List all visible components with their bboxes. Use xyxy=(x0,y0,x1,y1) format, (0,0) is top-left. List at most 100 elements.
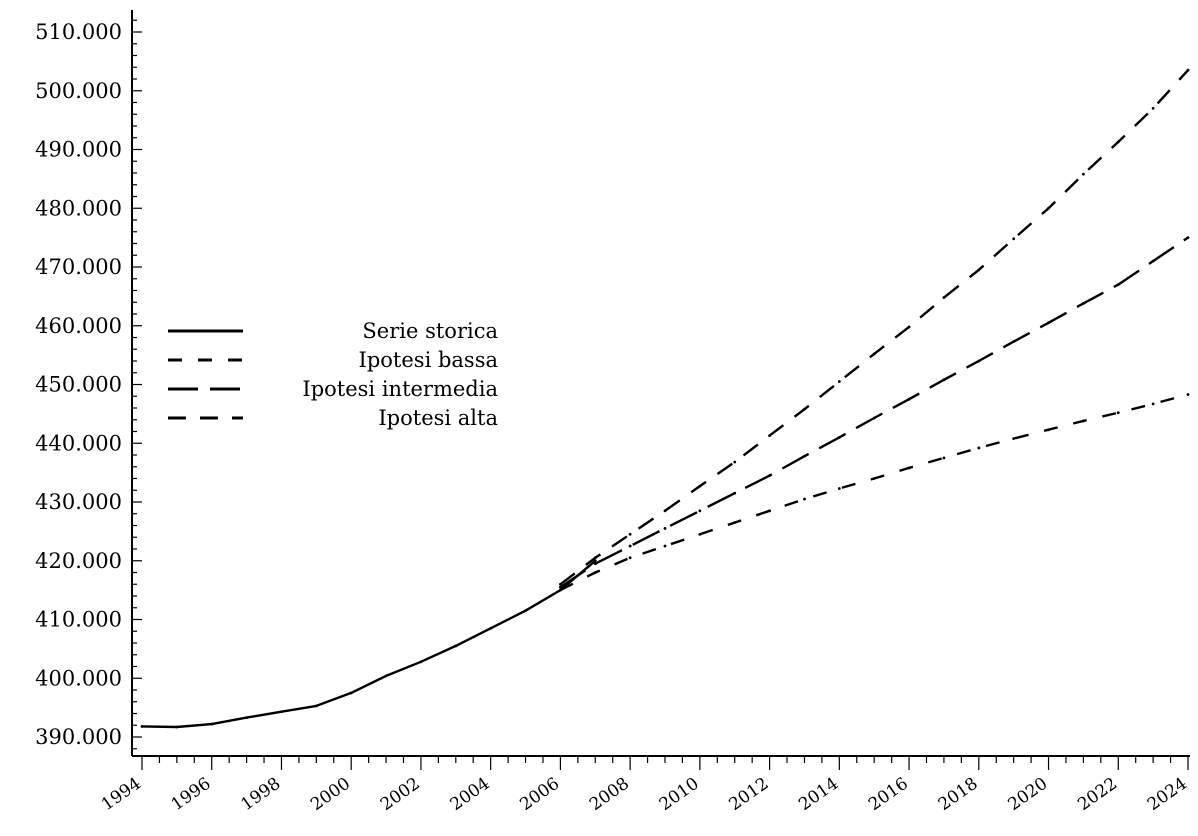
data-point xyxy=(1012,340,1016,344)
data-point xyxy=(628,532,632,536)
data-point xyxy=(349,691,353,695)
data-point xyxy=(628,544,632,548)
x-tick-label: 2016 xyxy=(865,774,912,815)
y-tick-label: 480.000 xyxy=(35,196,122,220)
data-point xyxy=(245,716,249,720)
x-tick-label: 2014 xyxy=(795,774,842,815)
series-3 xyxy=(559,68,1190,586)
data-point xyxy=(1082,172,1085,176)
series-0 xyxy=(140,559,597,729)
data-point xyxy=(1047,321,1050,325)
data-point xyxy=(907,325,911,329)
data-point xyxy=(907,397,911,401)
legend-label: Serie storica xyxy=(362,319,498,343)
data-point xyxy=(1151,259,1155,263)
data-point xyxy=(733,521,737,524)
data-point xyxy=(698,484,702,488)
legend-item: Ipotesi intermedia xyxy=(168,377,498,401)
data-point xyxy=(942,378,946,382)
data-point xyxy=(140,725,144,728)
data-point xyxy=(768,434,771,438)
data-point xyxy=(663,527,667,530)
legend: Serie storica Ipotesi bassa Ipotesi interm… xyxy=(168,319,498,430)
data-point xyxy=(593,571,597,574)
series-2 xyxy=(559,236,1190,589)
y-tick-label: 490.000 xyxy=(35,138,122,162)
x-tick-label: 2020 xyxy=(1004,774,1051,815)
series-line xyxy=(559,69,1189,586)
y-tick-label: 450.000 xyxy=(35,373,122,397)
y-tick-label: 500.000 xyxy=(35,79,122,103)
data-point xyxy=(768,509,771,513)
data-point xyxy=(1186,393,1190,396)
series-layer xyxy=(140,68,1190,729)
data-point xyxy=(733,491,737,495)
data-point xyxy=(1151,106,1155,110)
data-point xyxy=(837,487,841,490)
data-point xyxy=(942,456,946,460)
legend-item: Serie storica xyxy=(168,319,498,343)
data-point xyxy=(837,380,841,383)
data-point xyxy=(384,674,388,678)
x-tick-label: 2018 xyxy=(935,774,982,815)
data-point xyxy=(977,446,981,450)
data-point xyxy=(628,556,632,560)
x-tick-label: 2024 xyxy=(1144,774,1191,815)
data-point xyxy=(977,359,981,363)
data-point xyxy=(803,497,806,501)
data-point xyxy=(1047,428,1050,432)
data-point xyxy=(559,585,562,589)
data-point xyxy=(280,710,283,714)
data-point xyxy=(210,722,214,726)
x-tick-label: 2008 xyxy=(586,774,633,815)
y-tick-label: 400.000 xyxy=(35,666,122,690)
data-point xyxy=(1012,437,1016,440)
data-point xyxy=(593,556,597,560)
legend-item: Ipotesi bassa xyxy=(168,348,498,372)
data-point xyxy=(593,559,597,563)
data-point xyxy=(454,644,458,648)
data-point xyxy=(489,626,493,630)
data-point xyxy=(1116,411,1120,415)
data-point xyxy=(1186,68,1190,72)
x-tick-label: 2000 xyxy=(307,774,354,815)
x-tick-label: 2012 xyxy=(726,774,773,815)
data-point xyxy=(733,460,737,464)
data-point xyxy=(419,660,423,664)
y-tick-label: 470.000 xyxy=(35,255,122,279)
legend-label: Ipotesi alta xyxy=(378,406,498,430)
x-tick-label: 2004 xyxy=(447,774,494,815)
data-point xyxy=(1082,302,1085,305)
data-point xyxy=(1116,283,1120,287)
data-point xyxy=(663,544,667,548)
x-tick-label: 2010 xyxy=(656,774,703,815)
y-tick-label: 460.000 xyxy=(35,314,122,338)
data-point xyxy=(663,509,667,513)
data-point xyxy=(593,562,597,566)
y-tick-label: 420.000 xyxy=(35,549,122,573)
data-point xyxy=(314,704,318,708)
data-point xyxy=(977,268,981,272)
legend-item: Ipotesi alta xyxy=(168,406,498,430)
data-point xyxy=(803,407,806,411)
x-tick-label: 1996 xyxy=(168,774,215,815)
data-point xyxy=(698,509,702,513)
legend-label: Ipotesi bassa xyxy=(359,348,498,372)
data-point xyxy=(768,474,771,477)
data-point xyxy=(872,477,876,480)
series-line xyxy=(559,393,1189,592)
legend-label: Ipotesi intermedia xyxy=(302,377,498,401)
data-point xyxy=(1047,206,1050,210)
data-point xyxy=(942,296,946,299)
data-point xyxy=(559,582,562,586)
data-point xyxy=(1151,402,1155,406)
y-tick-label: 390.000 xyxy=(35,725,122,749)
x-tick-label: 1998 xyxy=(237,774,284,815)
data-point xyxy=(907,466,911,470)
series-line xyxy=(141,559,597,729)
y-tick-label: 430.000 xyxy=(35,490,122,514)
data-point xyxy=(1082,419,1085,423)
data-point xyxy=(872,352,876,356)
data-point xyxy=(837,435,841,439)
